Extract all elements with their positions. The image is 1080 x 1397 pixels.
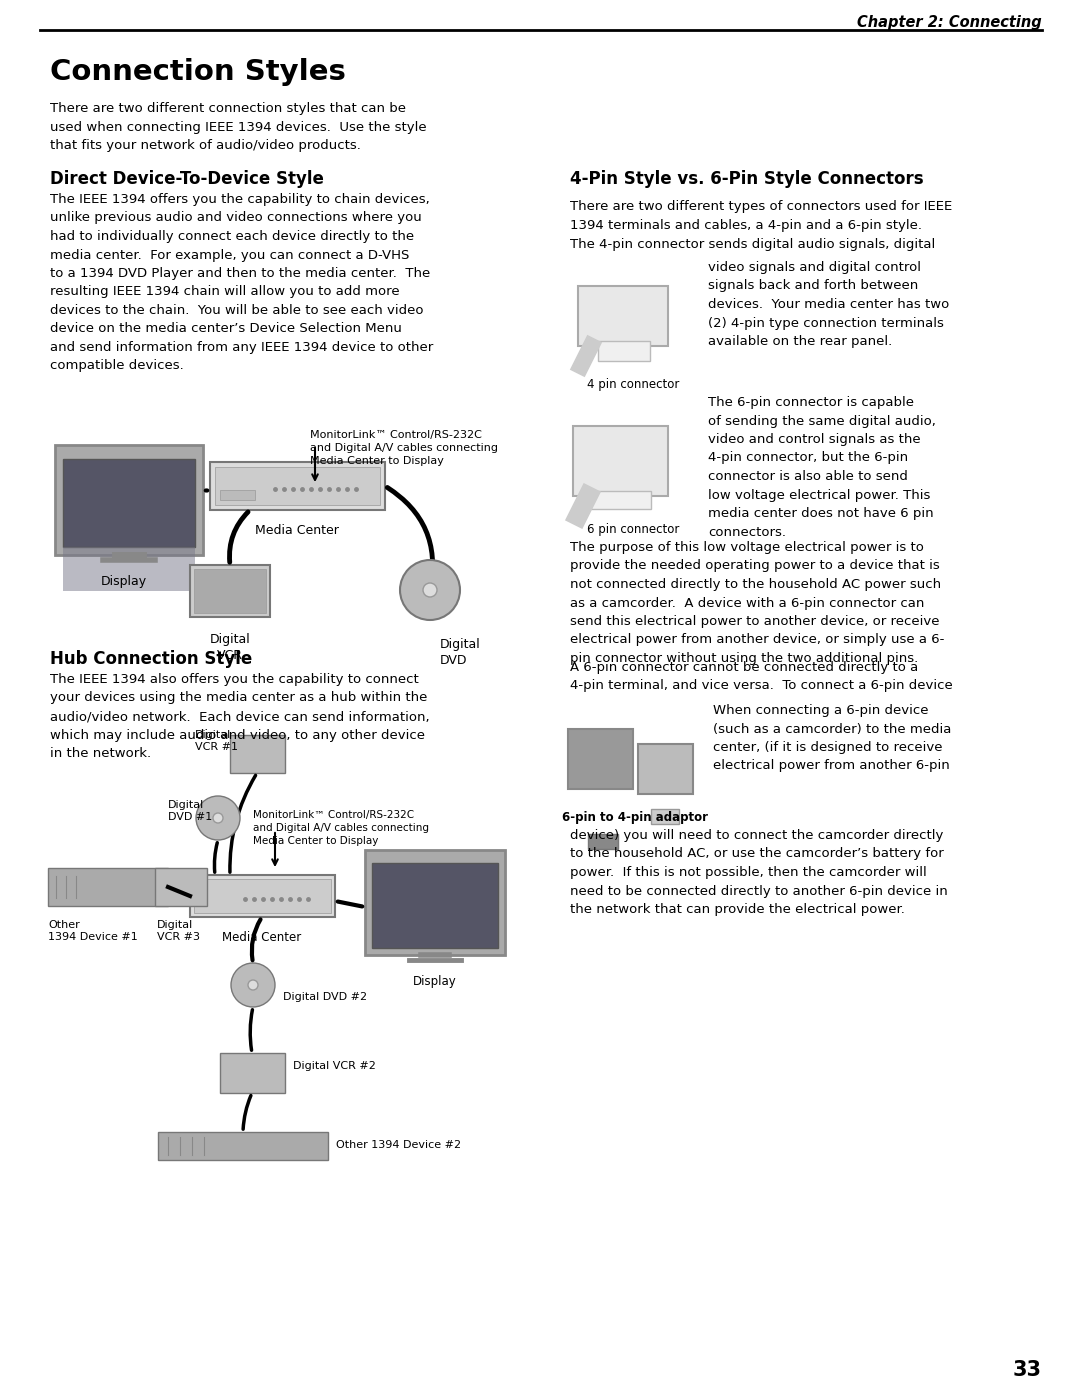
Bar: [48, 868, 168, 907]
Bar: [194, 879, 330, 914]
Bar: [230, 735, 285, 773]
Bar: [598, 341, 650, 360]
Text: Digital
VCR #1: Digital VCR #1: [195, 731, 238, 752]
Text: 6-pin to 4-pin adaptor: 6-pin to 4-pin adaptor: [562, 812, 708, 824]
Text: 33: 33: [1013, 1361, 1042, 1380]
Text: The IEEE 1394 offers you the capability to chain devices,
unlike previous audio : The IEEE 1394 offers you the capability …: [50, 193, 433, 373]
Bar: [194, 569, 266, 613]
Bar: [220, 1053, 285, 1092]
Circle shape: [400, 560, 460, 620]
Text: MonitorLink™ Control/RS-232C
and Digital A/V cables connecting
Media Center to D: MonitorLink™ Control/RS-232C and Digital…: [310, 430, 498, 467]
Bar: [190, 875, 335, 916]
Bar: [215, 467, 380, 504]
FancyArrowPatch shape: [251, 1010, 253, 1051]
Circle shape: [195, 796, 240, 840]
Bar: [638, 745, 693, 793]
Bar: [568, 729, 633, 789]
Bar: [220, 490, 255, 500]
Text: Direct Device-To-Device Style: Direct Device-To-Device Style: [50, 170, 324, 189]
Bar: [588, 834, 618, 849]
Bar: [55, 446, 203, 555]
Text: Digital
VCR: Digital VCR: [210, 633, 251, 662]
FancyArrowPatch shape: [388, 488, 433, 587]
Bar: [63, 548, 195, 591]
Text: 4 pin connector: 4 pin connector: [586, 379, 679, 391]
Text: Digital
VCR #3: Digital VCR #3: [157, 921, 200, 942]
Text: The IEEE 1394 also offers you the capability to connect
your devices using the m: The IEEE 1394 also offers you the capabi…: [50, 673, 430, 760]
Text: device) you will need to connect the camcorder directly
to the household AC, or : device) you will need to connect the cam…: [570, 828, 948, 916]
Text: 4-Pin Style vs. 6-Pin Style Connectors: 4-Pin Style vs. 6-Pin Style Connectors: [570, 170, 923, 189]
Circle shape: [231, 963, 275, 1007]
Bar: [190, 564, 270, 617]
Text: Digital
DVD #1: Digital DVD #1: [168, 800, 213, 821]
Text: Other 1394 Device #2: Other 1394 Device #2: [336, 1140, 461, 1150]
Text: Media Center: Media Center: [255, 524, 339, 536]
FancyArrowPatch shape: [229, 511, 248, 562]
Text: 6 pin connector: 6 pin connector: [586, 522, 679, 536]
Text: When connecting a 6-pin device
(such as a camcorder) to the media
center, (if it: When connecting a 6-pin device (such as …: [713, 704, 951, 773]
Text: There are two different connection styles that can be
used when connecting IEEE : There are two different connection style…: [50, 102, 427, 152]
Text: Other
1394 Device #1: Other 1394 Device #1: [48, 921, 138, 942]
Text: Display: Display: [414, 975, 457, 988]
Bar: [591, 490, 651, 509]
Bar: [372, 863, 498, 949]
FancyArrowPatch shape: [252, 919, 260, 960]
Bar: [365, 849, 505, 956]
Text: The 4-pin connector sends digital audio signals, digital: The 4-pin connector sends digital audio …: [570, 237, 935, 251]
Bar: [651, 809, 679, 824]
Text: Media Center: Media Center: [222, 930, 301, 944]
Circle shape: [213, 813, 222, 823]
Circle shape: [423, 583, 437, 597]
Circle shape: [248, 981, 258, 990]
Text: A 6-pin connector cannot be connected directly to a
4-pin terminal, and vice ver: A 6-pin connector cannot be connected di…: [570, 661, 953, 693]
FancyArrowPatch shape: [243, 1095, 251, 1129]
Bar: [156, 868, 207, 907]
FancyArrowPatch shape: [230, 775, 256, 872]
Text: video signals and digital control
signals back and forth between
devices.  Your : video signals and digital control signal…: [708, 261, 949, 348]
Text: Connection Styles: Connection Styles: [50, 59, 346, 87]
Bar: [158, 1132, 328, 1160]
Bar: [210, 462, 384, 510]
Text: Digital
DVD: Digital DVD: [440, 638, 481, 666]
Text: Digital VCR #2: Digital VCR #2: [293, 1060, 376, 1071]
Text: Hub Connection Style: Hub Connection Style: [50, 650, 253, 668]
Bar: [63, 460, 195, 548]
Text: Digital DVD #2: Digital DVD #2: [283, 992, 367, 1002]
Text: MonitorLink™ Control/RS-232C
and Digital A/V cables connecting
Media Center to D: MonitorLink™ Control/RS-232C and Digital…: [253, 810, 429, 847]
Text: The purpose of this low voltage electrical power is to
provide the needed operat: The purpose of this low voltage electric…: [570, 541, 944, 665]
Bar: [573, 426, 669, 496]
Text: There are two different types of connectors used for IEEE
1394 terminals and cab: There are two different types of connect…: [570, 200, 953, 232]
Text: The 6-pin connector is capable
of sending the same digital audio,
video and cont: The 6-pin connector is capable of sendin…: [708, 395, 936, 538]
FancyArrowPatch shape: [215, 842, 217, 872]
Text: Display: Display: [100, 576, 147, 588]
Text: Chapter 2: Connecting: Chapter 2: Connecting: [858, 15, 1042, 29]
Bar: [578, 286, 669, 346]
